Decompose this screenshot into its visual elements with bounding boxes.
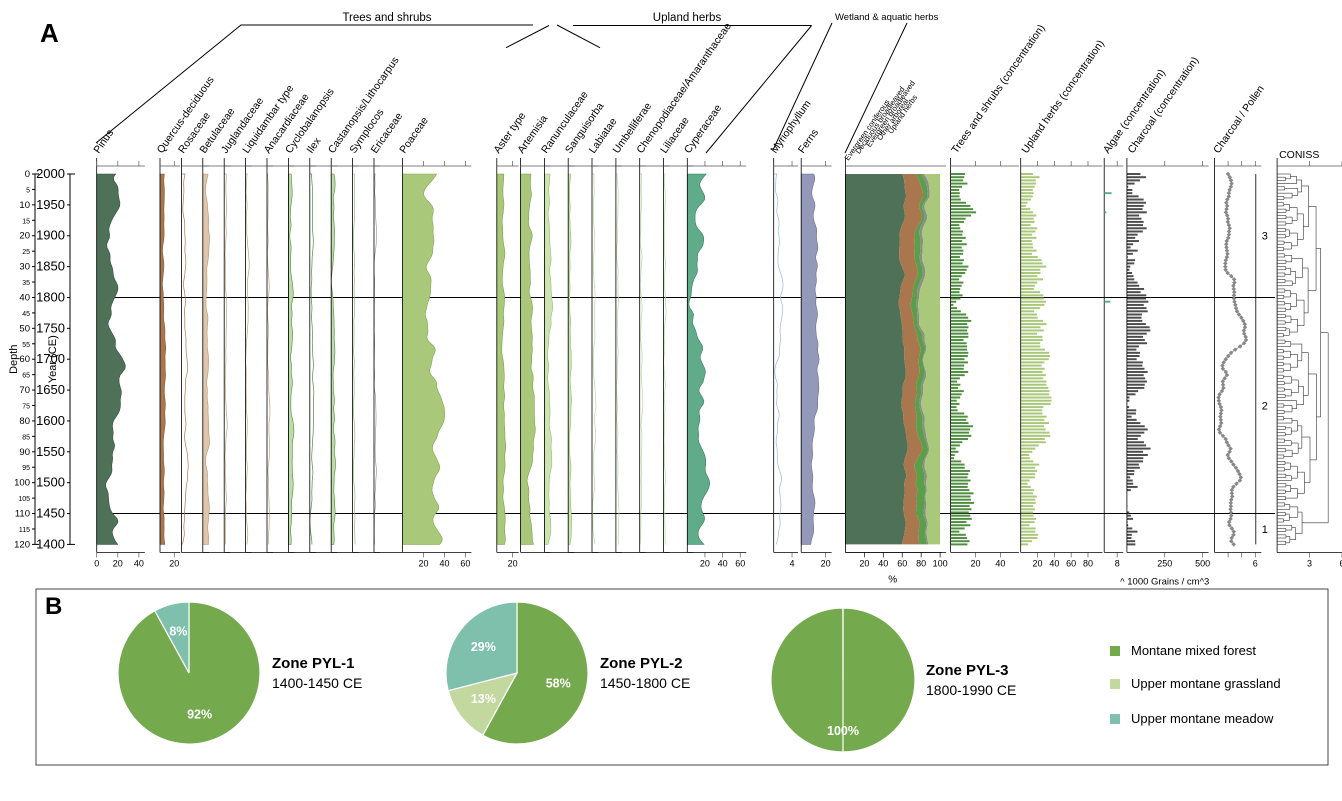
- svg-text:20: 20: [19, 231, 30, 242]
- svg-text:40: 40: [134, 558, 144, 568]
- svg-text:20: 20: [859, 558, 869, 568]
- svg-text:Upper montane meadow: Upper montane meadow: [1131, 711, 1274, 726]
- svg-text:45: 45: [22, 311, 30, 318]
- svg-text:100: 100: [933, 558, 948, 568]
- svg-text:13%: 13%: [471, 692, 496, 706]
- svg-text:A: A: [40, 18, 59, 48]
- svg-text:80: 80: [1083, 558, 1093, 568]
- svg-text:4: 4: [790, 558, 795, 568]
- svg-text:0: 0: [94, 558, 99, 568]
- svg-text:10: 10: [19, 200, 30, 211]
- svg-text:60: 60: [1066, 558, 1076, 568]
- svg-text:50: 50: [19, 323, 30, 334]
- svg-text:95: 95: [22, 465, 30, 472]
- svg-text:1800-1990 CE: 1800-1990 CE: [926, 682, 1016, 698]
- svg-text:Montane mixed forest: Montane mixed forest: [1131, 643, 1256, 658]
- svg-text:1450: 1450: [36, 506, 65, 521]
- svg-text:CONISS: CONISS: [1279, 149, 1319, 161]
- svg-text:110: 110: [15, 509, 30, 520]
- svg-text:92%: 92%: [187, 707, 212, 721]
- svg-text:1950: 1950: [36, 197, 65, 212]
- svg-text:1400: 1400: [36, 536, 65, 551]
- svg-text:500: 500: [1195, 558, 1210, 568]
- svg-text:250: 250: [1157, 558, 1172, 568]
- svg-text:20: 20: [971, 558, 981, 568]
- svg-text:35: 35: [22, 280, 30, 287]
- svg-text:0: 0: [25, 169, 30, 180]
- svg-text:2: 2: [1262, 401, 1268, 413]
- svg-text:70: 70: [19, 385, 30, 396]
- svg-text:60: 60: [897, 558, 907, 568]
- svg-text:25: 25: [22, 249, 30, 256]
- svg-text:20: 20: [169, 558, 179, 568]
- svg-text:Year (CE): Year (CE): [47, 335, 59, 383]
- svg-text:1: 1: [1262, 524, 1268, 536]
- svg-text:Wetland & aquatic herbs: Wetland & aquatic herbs: [835, 12, 939, 23]
- svg-text:2000: 2000: [36, 166, 65, 181]
- svg-text:40: 40: [439, 558, 449, 568]
- svg-text:40: 40: [878, 558, 888, 568]
- svg-text:60: 60: [460, 558, 470, 568]
- svg-text:3: 3: [1262, 231, 1268, 243]
- svg-text:20: 20: [508, 558, 518, 568]
- svg-text:40: 40: [1049, 558, 1059, 568]
- svg-text:58%: 58%: [546, 677, 571, 691]
- svg-text:20: 20: [419, 558, 429, 568]
- svg-text:100%: 100%: [827, 724, 859, 738]
- svg-text:1450-1800 CE: 1450-1800 CE: [600, 675, 690, 691]
- svg-text:Upland herbs: Upland herbs: [653, 12, 722, 24]
- svg-text:75: 75: [22, 404, 30, 411]
- svg-text:15: 15: [22, 218, 30, 225]
- svg-text:40: 40: [995, 558, 1005, 568]
- svg-text:3: 3: [1307, 558, 1312, 568]
- svg-text:1850: 1850: [36, 259, 65, 274]
- svg-text:1500: 1500: [36, 475, 65, 490]
- svg-text:60: 60: [735, 558, 745, 568]
- svg-text:40: 40: [19, 292, 30, 303]
- svg-text:%: %: [888, 574, 897, 585]
- svg-text:20: 20: [113, 558, 123, 568]
- svg-text:80: 80: [19, 416, 30, 427]
- svg-text:Zone PYL-3: Zone PYL-3: [926, 662, 1009, 679]
- svg-text:Depth: Depth: [8, 345, 20, 374]
- svg-text:Zone PYL-1: Zone PYL-1: [272, 655, 355, 672]
- svg-text:B: B: [45, 593, 62, 620]
- svg-text:60: 60: [19, 354, 30, 365]
- svg-text:5: 5: [26, 187, 30, 194]
- svg-text:85: 85: [22, 434, 30, 441]
- svg-text:8: 8: [1115, 558, 1120, 568]
- svg-text:115: 115: [19, 527, 30, 534]
- svg-text:1900: 1900: [36, 228, 65, 243]
- svg-text:65: 65: [22, 373, 30, 380]
- svg-text:1400-1450 CE: 1400-1450 CE: [272, 675, 362, 691]
- svg-text:^ 1000 Grains / cm^3: ^ 1000 Grains / cm^3: [1120, 576, 1209, 587]
- svg-text:1550: 1550: [36, 444, 65, 459]
- svg-text:1650: 1650: [36, 382, 65, 397]
- svg-text:20: 20: [1033, 558, 1043, 568]
- svg-text:105: 105: [18, 496, 30, 503]
- svg-text:8%: 8%: [169, 625, 187, 639]
- svg-text:80: 80: [916, 558, 926, 568]
- svg-text:Upper montane grassland: Upper montane grassland: [1131, 676, 1281, 691]
- svg-text:1750: 1750: [36, 320, 65, 335]
- svg-text:40: 40: [718, 558, 728, 568]
- svg-text:Trees and shrubs: Trees and shrubs: [342, 12, 431, 24]
- svg-text:30: 30: [19, 262, 30, 273]
- svg-text:20: 20: [821, 558, 831, 568]
- svg-text:1800: 1800: [36, 289, 65, 304]
- svg-text:6: 6: [1253, 558, 1258, 568]
- svg-text:90: 90: [19, 447, 30, 458]
- svg-text:120: 120: [14, 539, 30, 550]
- svg-text:29%: 29%: [471, 640, 496, 654]
- svg-text:20: 20: [700, 558, 710, 568]
- svg-text:Zone PYL-2: Zone PYL-2: [600, 655, 683, 672]
- svg-text:100: 100: [14, 478, 30, 489]
- svg-text:1600: 1600: [36, 413, 65, 428]
- svg-text:55: 55: [22, 342, 30, 349]
